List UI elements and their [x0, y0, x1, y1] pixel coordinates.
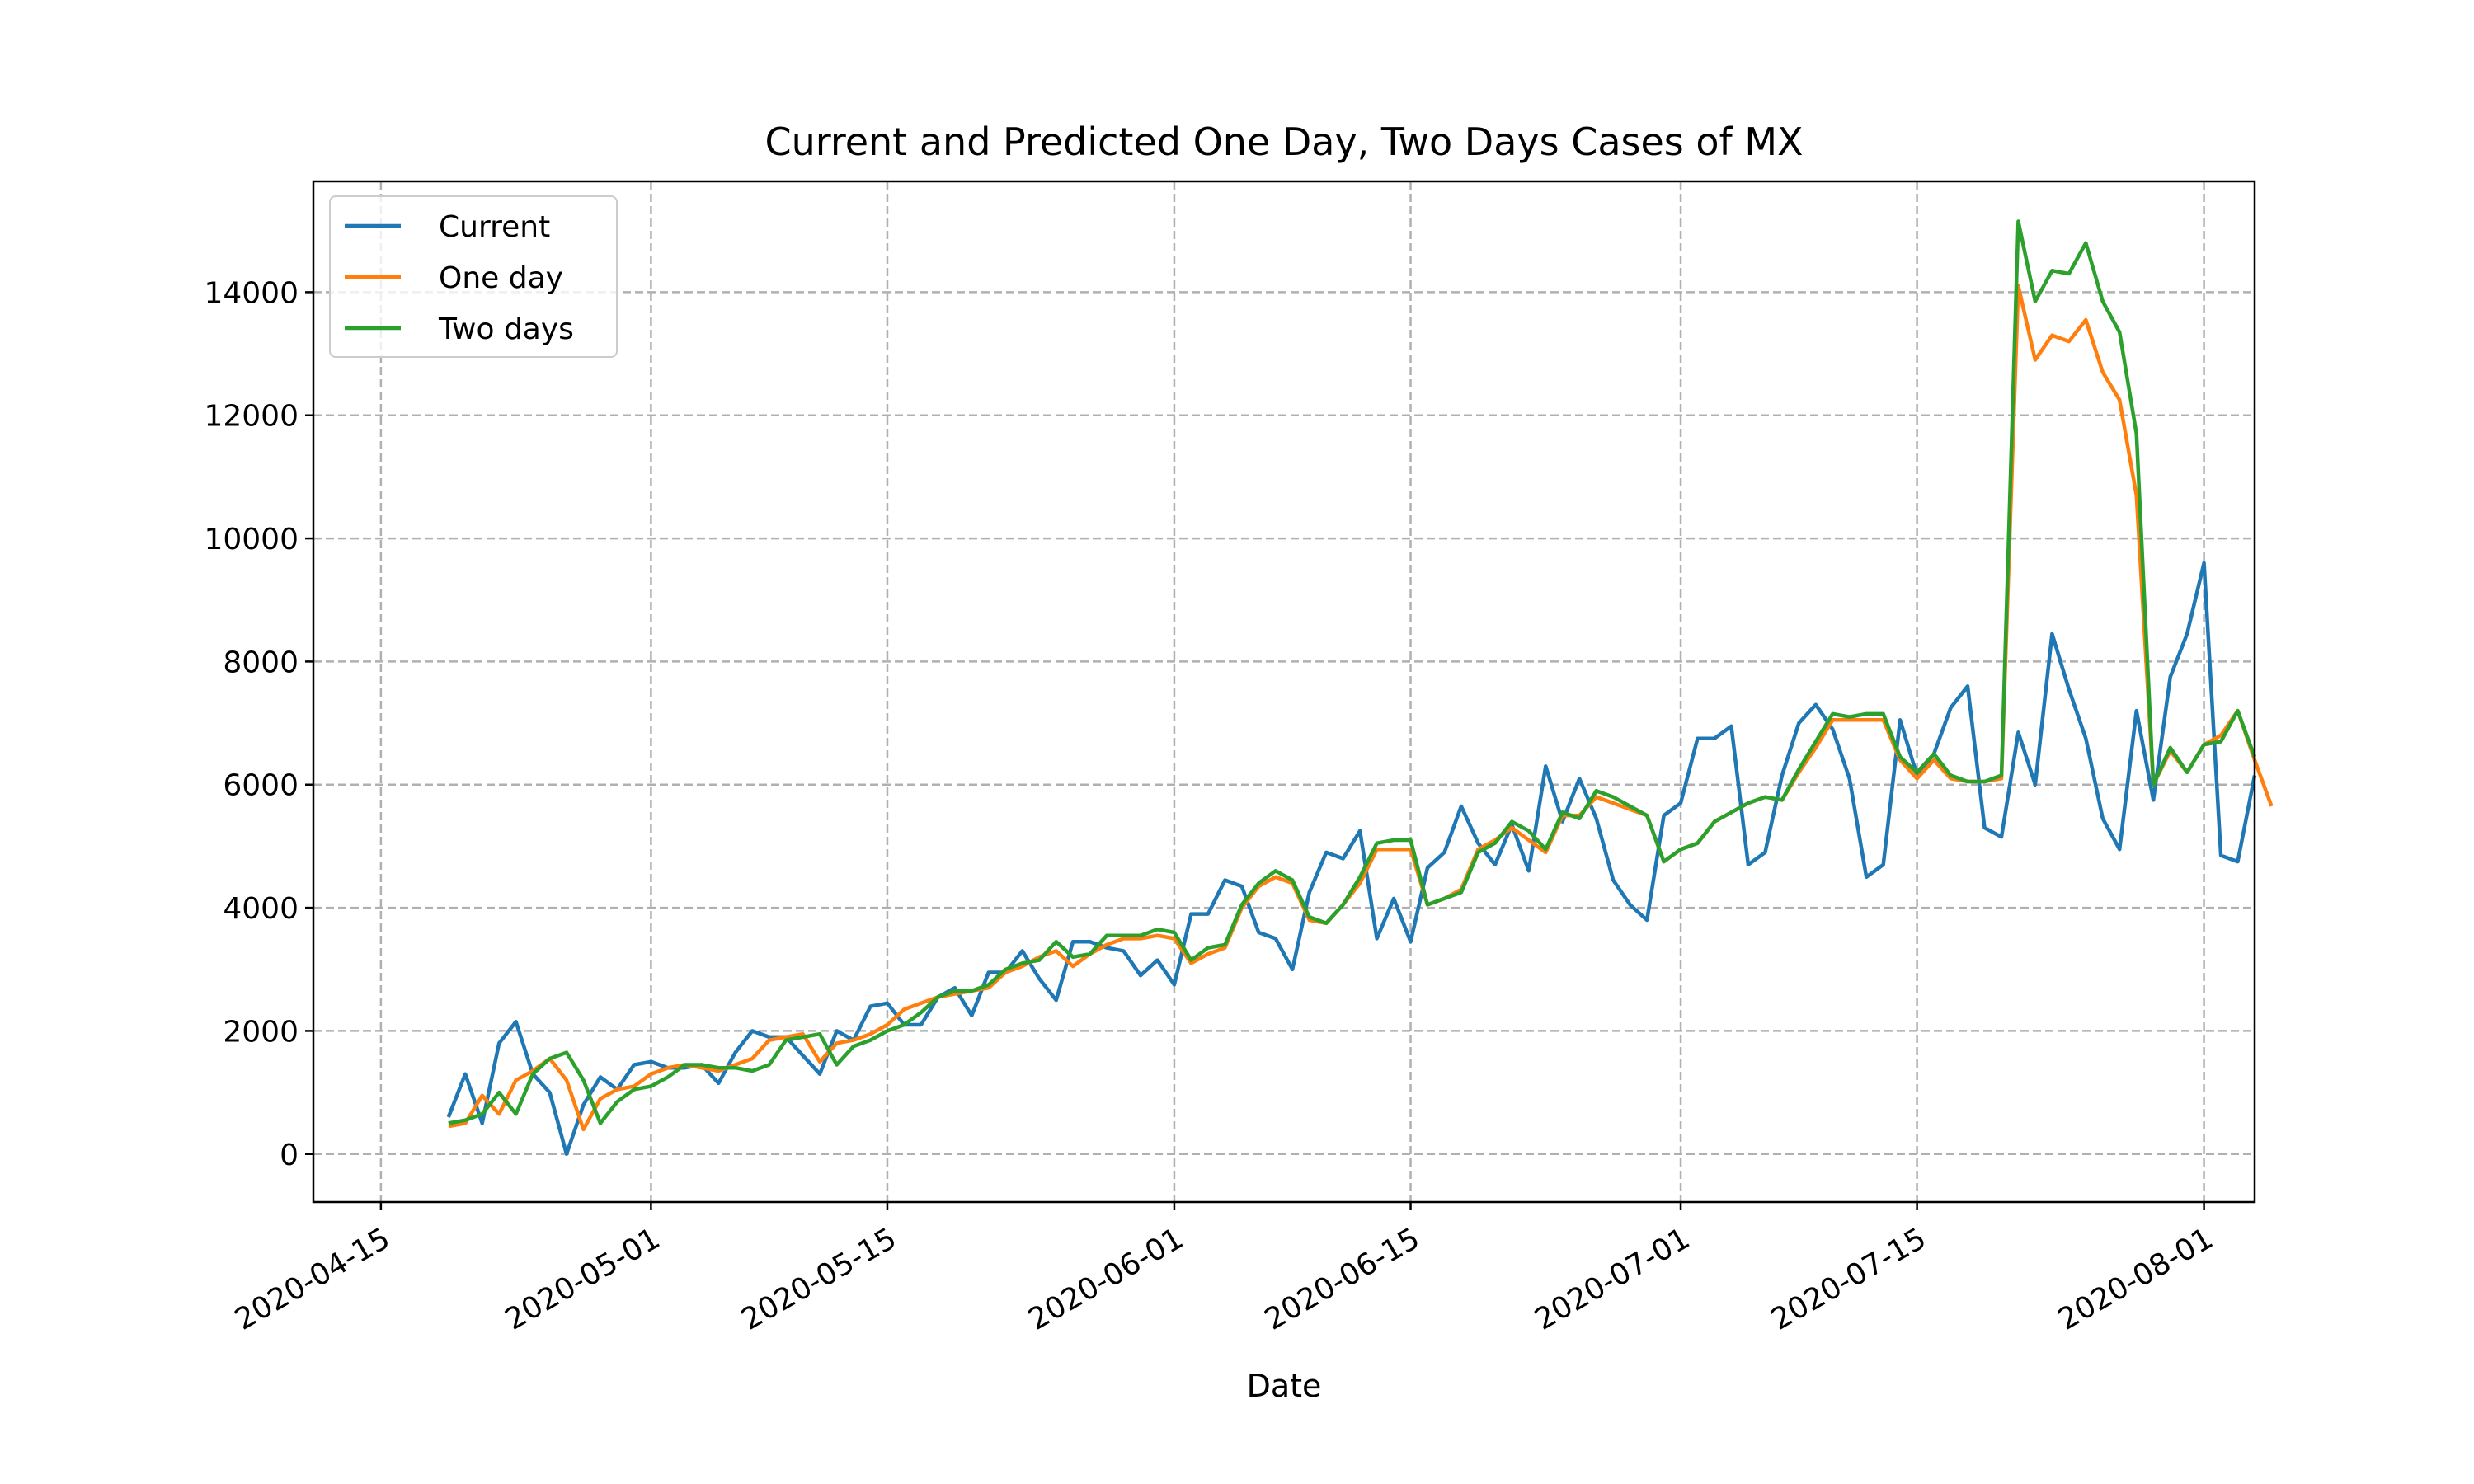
chart-title: Current and Predicted One Day, Two Days …: [764, 120, 1803, 164]
y-tick-label: 10000: [204, 523, 299, 556]
y-axis: 0 2000 4000 6000 8000 10000 12000 14000: [204, 276, 313, 1172]
plot-area-frame: [312, 180, 2256, 1204]
y-tick-label: 2000: [223, 1015, 299, 1049]
y-tick-label: 12000: [204, 400, 299, 434]
legend: Current One day Two days: [329, 195, 618, 358]
y-tick-label: 14000: [204, 276, 299, 310]
series-line-two-days: [448, 219, 2257, 1125]
y-tick-label: 8000: [223, 646, 299, 679]
y-tick-label: 6000: [223, 769, 299, 803]
x-axis-label: Date: [1247, 1368, 1322, 1404]
data-series: [446, 219, 2274, 1157]
y-tick-label: 4000: [223, 892, 299, 926]
grid-lines: [313, 181, 2255, 1202]
series-line-current: [446, 561, 2257, 1157]
legend-label-current: Current: [439, 210, 550, 244]
legend-box: [329, 195, 618, 358]
legend-label-two-days: Two days: [438, 312, 574, 346]
legend-label-one-day: One day: [439, 261, 563, 295]
y-tick-label: 0: [280, 1139, 299, 1172]
